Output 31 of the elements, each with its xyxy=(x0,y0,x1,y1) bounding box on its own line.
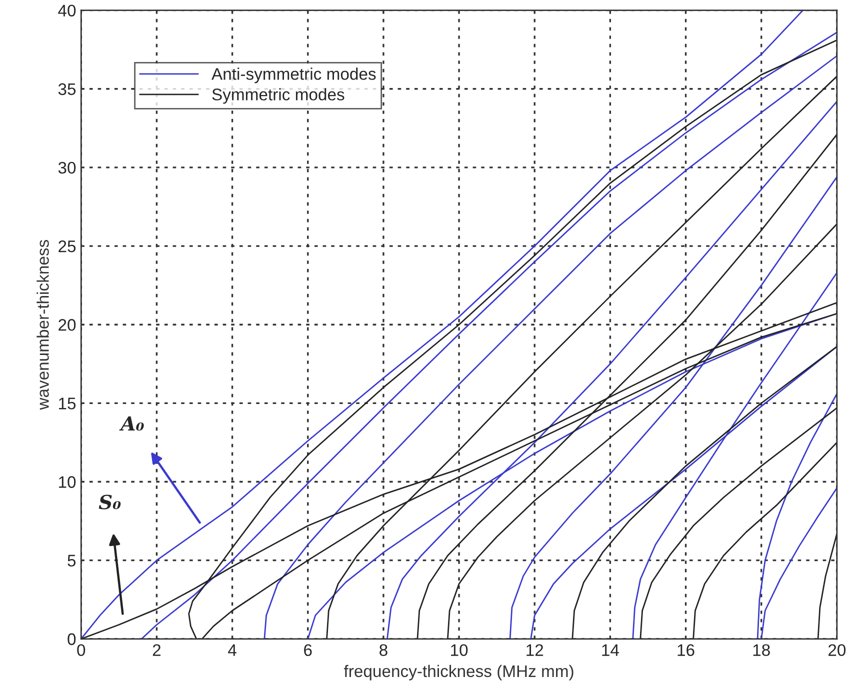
x-tick-label: 6 xyxy=(304,644,312,656)
x-tick-label: 2 xyxy=(152,644,161,656)
y-tick-label: 20 xyxy=(58,319,76,331)
x-axis-title: frequency-thickness (MHz mm) xyxy=(344,664,574,680)
x-tick-label: 16 xyxy=(678,644,694,656)
line-series xyxy=(756,393,837,639)
y-tick-label: 10 xyxy=(59,476,76,488)
y-axis-title: wavenumber-thickness xyxy=(36,240,49,410)
x-tick-label: 20 xyxy=(828,644,846,656)
x-tick-label: 18 xyxy=(753,644,770,656)
line-series xyxy=(640,407,837,639)
line-series xyxy=(692,442,837,639)
x-tick-label: 4 xyxy=(228,644,236,656)
y-tick-label: 30 xyxy=(58,162,76,174)
x-tick-label: 12 xyxy=(526,644,544,656)
legend-label: Anti-symmetric modes xyxy=(212,68,376,84)
annotation: S₀ xyxy=(98,494,121,510)
line-series xyxy=(760,487,837,639)
y-tick-label: 25 xyxy=(58,240,76,252)
legend-label: Symmetric modes xyxy=(212,88,344,104)
line-series xyxy=(817,532,837,639)
x-tick-label: 14 xyxy=(602,644,619,656)
x-tick-label: 0 xyxy=(77,644,86,656)
y-tick-label: 5 xyxy=(68,554,76,567)
y-tick-label: 15 xyxy=(59,398,76,410)
y-tick-label: 0 xyxy=(68,633,76,646)
x-tick-label: 10 xyxy=(451,644,468,656)
x-tick-label: 8 xyxy=(380,644,388,656)
annotation: A₀ xyxy=(119,416,144,431)
y-tick-label: 40 xyxy=(58,4,76,17)
y-tick-label: 35 xyxy=(58,83,76,96)
